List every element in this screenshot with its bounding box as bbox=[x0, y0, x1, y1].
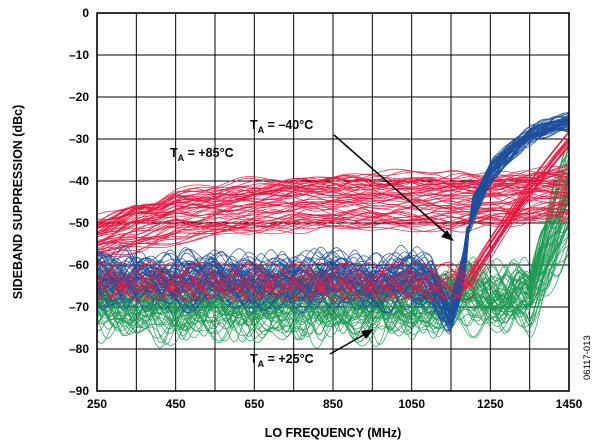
y-tick-labels: 0 –10 –20 –30 –40 –50 –60 –70 –80 –90 bbox=[69, 6, 89, 398]
trace-line bbox=[97, 194, 569, 247]
y-tick-label: –80 bbox=[69, 342, 89, 356]
y-tick-label: –90 bbox=[69, 384, 89, 398]
trace-line bbox=[97, 145, 569, 301]
y-tick-label: –50 bbox=[69, 216, 89, 230]
figure-id: 06117-013 bbox=[582, 335, 593, 380]
trace-line bbox=[97, 180, 569, 233]
y-tick-label: 0 bbox=[82, 6, 89, 20]
y-tick-label: –10 bbox=[69, 48, 89, 62]
series-layer bbox=[97, 112, 569, 349]
x-axis-title: LO FREQUENCY (MHz) bbox=[265, 426, 402, 440]
trace-line bbox=[97, 208, 569, 246]
y-tick-label: –60 bbox=[69, 258, 89, 272]
annotation-arrows bbox=[329, 134, 454, 355]
x-tick-label: 1050 bbox=[398, 397, 425, 411]
y-tick-label: –30 bbox=[69, 132, 89, 146]
trace-line bbox=[97, 126, 569, 332]
trace-line bbox=[97, 229, 569, 332]
y-tick-label: –40 bbox=[69, 174, 89, 188]
y-tick-label: –20 bbox=[69, 90, 89, 104]
trace-line bbox=[97, 146, 569, 303]
trace-line bbox=[97, 119, 569, 305]
arrowhead-minus40 bbox=[441, 230, 454, 241]
x-tick-labels: 250 450 650 850 1050 1250 1450 bbox=[87, 397, 583, 411]
arrowhead-plus25 bbox=[361, 329, 374, 339]
annotation-plus85: TA = +85°C bbox=[170, 146, 234, 163]
y-axis-title: SIDEBAND SUPPRESSION (dBc) bbox=[11, 105, 25, 299]
trace-line bbox=[97, 207, 569, 244]
trace-line bbox=[97, 128, 569, 319]
trace-line bbox=[97, 213, 569, 254]
trace-line bbox=[97, 190, 569, 243]
trace-line bbox=[97, 189, 569, 238]
trace-line bbox=[97, 253, 569, 347]
trace-line bbox=[97, 194, 569, 235]
annotation-minus40: TA = –40°C bbox=[250, 118, 313, 135]
series-extra-red bbox=[97, 131, 569, 303]
trace-line bbox=[97, 187, 569, 244]
plot-frame bbox=[96, 12, 570, 392]
trace-line bbox=[97, 142, 569, 297]
x-tick-label: 650 bbox=[244, 397, 264, 411]
x-tick-label: 850 bbox=[323, 397, 343, 411]
trace-line bbox=[97, 208, 569, 328]
arrow-minus40 bbox=[333, 134, 449, 236]
x-tick-label: 1250 bbox=[477, 397, 504, 411]
y-tick-label: –70 bbox=[69, 300, 89, 314]
trace-line bbox=[97, 208, 569, 256]
trace-line bbox=[97, 214, 569, 261]
trace-line bbox=[97, 183, 569, 228]
trace-line bbox=[97, 214, 569, 336]
trace-line bbox=[97, 175, 569, 228]
trace-line bbox=[97, 207, 569, 256]
trace-line bbox=[97, 199, 569, 249]
trace-line bbox=[97, 137, 569, 289]
x-tick-label: 450 bbox=[166, 397, 186, 411]
trace-line bbox=[97, 193, 569, 324]
trace-line bbox=[97, 131, 569, 281]
arrow-plus25 bbox=[329, 332, 368, 355]
annotation-plus25: TA = +25°C bbox=[250, 352, 314, 369]
trace-line bbox=[97, 216, 569, 255]
trace-line bbox=[97, 130, 569, 314]
trace-line bbox=[97, 202, 569, 331]
x-tick-label: 250 bbox=[87, 397, 107, 411]
trace-line bbox=[97, 214, 569, 324]
x-tick-label: 1450 bbox=[556, 397, 583, 411]
trace-line bbox=[97, 132, 569, 282]
trace-line bbox=[97, 144, 569, 300]
trace-line bbox=[97, 208, 569, 247]
trace-line bbox=[97, 145, 569, 301]
